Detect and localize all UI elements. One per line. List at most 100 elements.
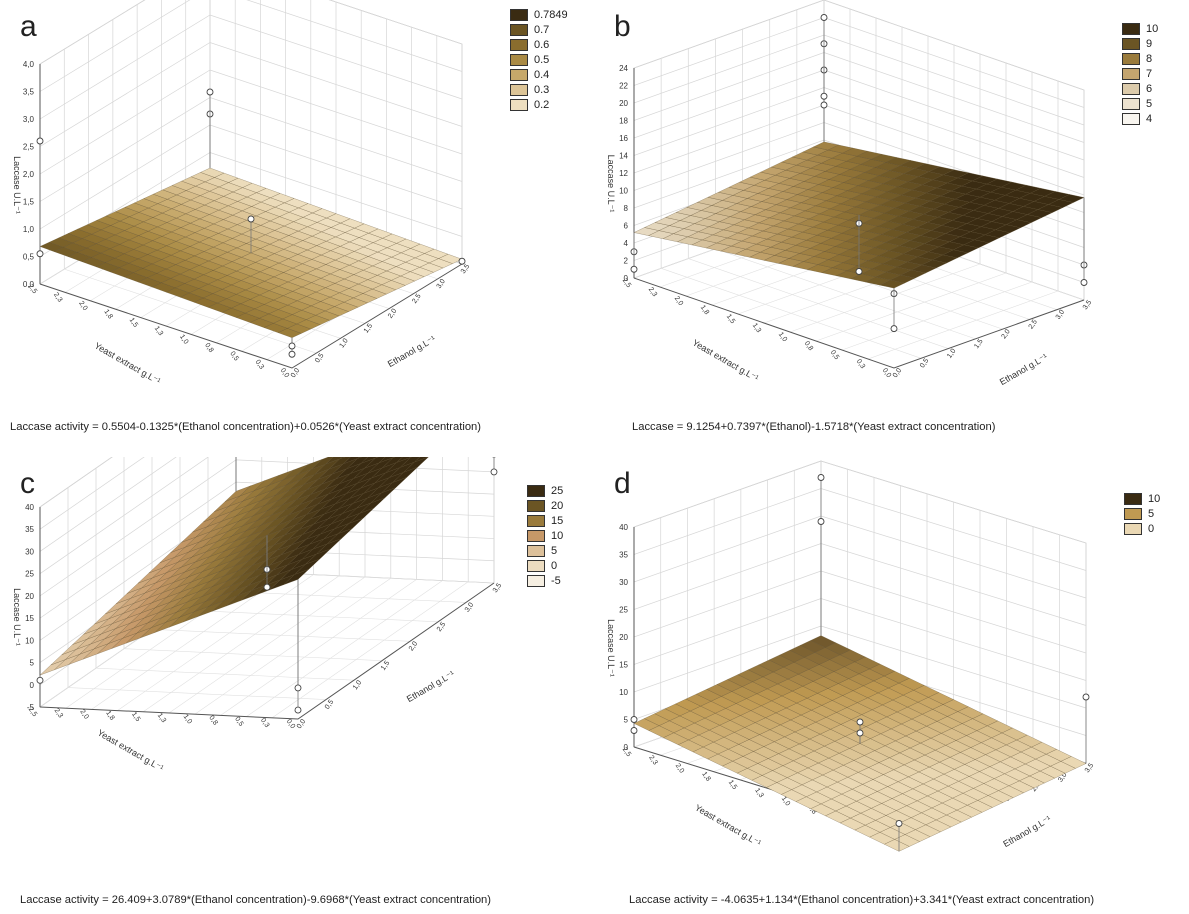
legend-entry: 0.6 — [510, 38, 568, 52]
legend-swatch — [1122, 53, 1140, 65]
floor-gridline — [91, 573, 288, 710]
data-point — [36, 676, 44, 684]
z-gridline — [39, 457, 113, 508]
floor-gridline — [220, 579, 417, 716]
legend-label: 10 — [1146, 23, 1159, 35]
data-point — [294, 706, 302, 714]
legend-entry: 10 — [1122, 22, 1158, 36]
y-tick-label: 0,5 — [233, 716, 244, 728]
y-tick-label: 1,8 — [104, 710, 115, 722]
legend-swatch — [510, 24, 528, 36]
z-tick-label: 0 — [30, 681, 35, 690]
surface-plot: 0,0 0,5 1,0 1,5 2,0 2,5 3,0 3,5 4,0 2,5 2,3 2,0 1,8 1… — [12, 0, 471, 386]
legend-entry: -5 — [527, 574, 563, 588]
color-legend: 25 20 15 10 5 0 -5 — [527, 484, 563, 589]
legend-swatch — [527, 530, 545, 542]
y-tick-label: 2,5 — [27, 706, 38, 718]
data-point — [458, 257, 466, 265]
z-tick-label: 16 — [619, 134, 628, 143]
x-tick-label: 1,5 — [973, 338, 984, 350]
floor-gridline — [194, 577, 391, 715]
legend-label: 10 — [551, 530, 564, 542]
y-axis-title: Yeast extract g.L⁻¹ — [93, 340, 162, 386]
z-tick-label: 15 — [619, 661, 628, 670]
y-tick-label: 1,8 — [699, 304, 710, 316]
response-surface — [39, 457, 429, 676]
z-gridline — [39, 0, 463, 92]
y-tick-label: 0,3 — [254, 359, 265, 371]
y-tick-label: 2,0 — [77, 300, 88, 312]
legend-entry: 9 — [1122, 37, 1158, 51]
legend-entry: 0.2 — [510, 98, 568, 112]
data-point — [820, 14, 828, 21]
legend-entry: 0.3 — [510, 83, 568, 97]
y-tick-label: 1,5 — [727, 779, 738, 791]
data-point — [630, 716, 638, 723]
z-tick-label: 30 — [619, 578, 628, 587]
surface-cell — [339, 457, 346, 460]
data-point — [817, 474, 825, 481]
data-point — [895, 820, 903, 827]
z-tick-label: 22 — [619, 82, 628, 91]
x-tick-label: 2,5 — [436, 621, 447, 633]
data-point — [856, 729, 864, 737]
legend-label: 25 — [551, 485, 564, 497]
legend-entry: 15 — [527, 514, 563, 528]
x-tick-label: 2,0 — [408, 640, 419, 652]
y-tick-label: 1,8 — [700, 771, 711, 783]
z-tick-label: 2 — [624, 257, 629, 266]
x-tick-label: 2,0 — [387, 308, 398, 320]
legend-label: 6 — [1146, 83, 1153, 95]
legend-swatch — [510, 69, 528, 81]
legend-swatch — [527, 500, 545, 512]
y-tick-label: 1,0 — [780, 795, 791, 807]
y-tick-label: 1,0 — [777, 331, 788, 343]
z-gridline — [39, 457, 177, 552]
legend-entry: 7 — [1122, 67, 1158, 81]
y-tick-label: 2,3 — [53, 707, 64, 719]
data-point — [1082, 693, 1090, 701]
x-tick-label: 0,5 — [314, 352, 325, 364]
data-point — [36, 250, 44, 258]
z-tick-label: 4,0 — [23, 60, 35, 69]
y-tick-label: 2,3 — [52, 292, 63, 304]
x-tick-label: 0,5 — [919, 357, 930, 369]
z-tick-label: 18 — [619, 117, 628, 126]
z-gridline — [633, 0, 1085, 91]
color-legend: 10 9 8 7 6 5 4 — [1122, 22, 1158, 127]
response-surface — [633, 141, 1085, 289]
legend-label: 0.3 — [534, 84, 550, 96]
surface-cell — [392, 457, 396, 458]
x-tick-label: 1,5 — [380, 660, 391, 672]
z-tick-label: 10 — [619, 187, 628, 196]
data-point — [247, 215, 255, 223]
legend-entry: 0.7 — [510, 23, 568, 37]
z-tick-label: 3,0 — [23, 115, 35, 124]
x-tick-label: 2,5 — [411, 293, 422, 305]
color-legend: 0.7849 0.7 0.6 0.5 0.4 0.3 0.2 — [510, 8, 568, 113]
legend-label: 0.7 — [534, 24, 550, 36]
legend-swatch — [510, 39, 528, 51]
x-tick-label: 3,0 — [1055, 309, 1066, 321]
y-tick-label: 1,3 — [753, 787, 764, 799]
legend-entry: 10 — [527, 529, 563, 543]
y-tick-label: 0,0 — [285, 718, 296, 730]
regression-equation: Laccase = 9.1254+0.7397*(Ethanol)-1.5718… — [632, 421, 996, 433]
legend-entry: 20 — [527, 499, 563, 513]
panel-c: c -5 0 5 10 15 20 25 30 35 40 2,5 2,3 2,0 1,8 1,5 1,3 1,… — [0, 457, 594, 914]
legend-entry: 0.7849 — [510, 8, 568, 22]
surface-cell — [357, 457, 363, 459]
data-point — [288, 342, 296, 350]
y-tick-label: 0,0 — [881, 367, 892, 379]
z-tick-label: 14 — [619, 152, 628, 161]
y-tick-label: 1,5 — [128, 317, 139, 329]
floor-gridline — [246, 580, 443, 717]
legend-swatch — [527, 485, 545, 497]
z-tick-label: 10 — [619, 688, 628, 697]
y-tick-label: 0,8 — [207, 715, 218, 727]
legend-swatch — [1122, 113, 1140, 125]
z-tick-label: 2,0 — [23, 170, 35, 179]
legend-entry: 0.5 — [510, 53, 568, 67]
legend-entry: 0.4 — [510, 68, 568, 82]
observed-points — [630, 474, 1090, 852]
